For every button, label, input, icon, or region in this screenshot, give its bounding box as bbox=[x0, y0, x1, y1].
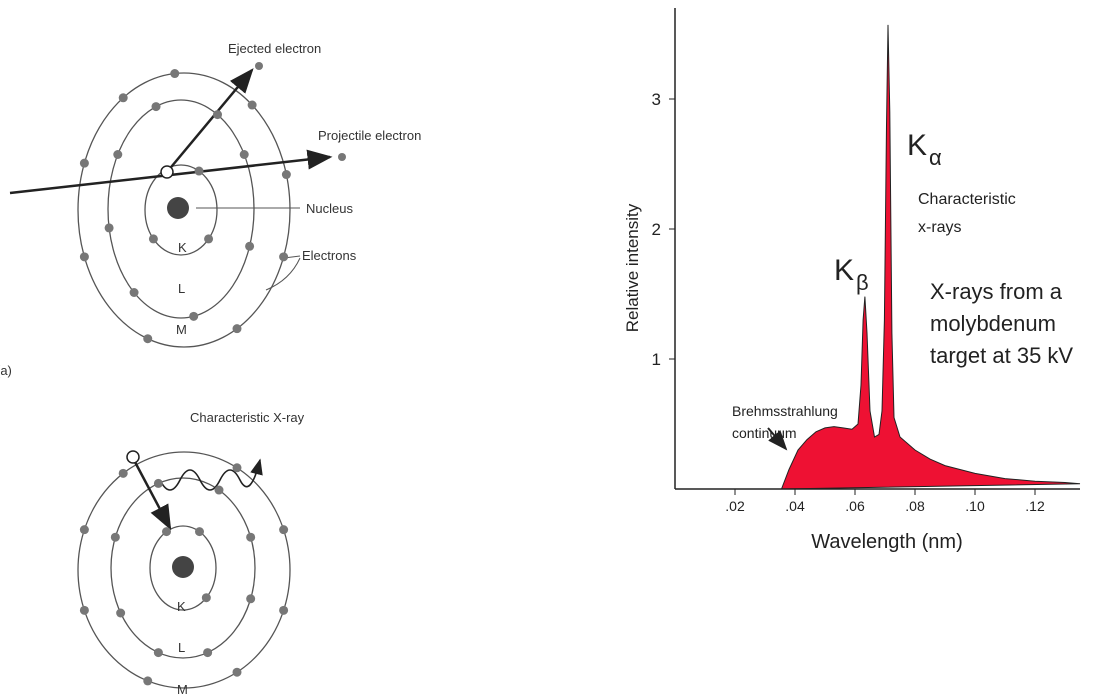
electron bbox=[338, 153, 346, 161]
shell-label: K bbox=[177, 599, 186, 614]
electron bbox=[255, 62, 263, 70]
shell-label: M bbox=[177, 682, 188, 697]
emission-diagram: Characteristic X-ray K L M bbox=[78, 410, 305, 697]
electron bbox=[170, 69, 179, 78]
electron bbox=[143, 334, 152, 343]
shell-label: M bbox=[176, 322, 187, 337]
electron bbox=[119, 469, 128, 478]
electron bbox=[105, 223, 114, 232]
electron bbox=[154, 648, 163, 657]
label: Nucleus bbox=[306, 201, 353, 216]
annotation: Characteristic bbox=[918, 191, 1016, 208]
annotation: target at 35 kV bbox=[930, 343, 1073, 368]
electron bbox=[203, 648, 212, 657]
electron bbox=[202, 593, 211, 602]
label: Ejected electron bbox=[228, 41, 321, 56]
annotation: molybdenum bbox=[930, 311, 1056, 336]
electron bbox=[204, 234, 213, 243]
electron bbox=[152, 102, 161, 111]
peak-label-subscript: β bbox=[856, 270, 869, 295]
electron bbox=[130, 288, 139, 297]
x-tick-label: .12 bbox=[1025, 498, 1045, 514]
page: Ejected electron Projectile electron Nuc… bbox=[0, 0, 1119, 698]
x-tick-label: .06 bbox=[845, 498, 865, 514]
electron bbox=[215, 486, 224, 495]
electron bbox=[119, 93, 128, 102]
electron bbox=[279, 525, 288, 534]
electron bbox=[111, 533, 120, 542]
electron bbox=[195, 527, 204, 536]
x-tick-label: .10 bbox=[965, 498, 985, 514]
electron bbox=[116, 609, 125, 618]
electron bbox=[246, 594, 255, 603]
electron bbox=[113, 150, 122, 159]
y-tick-label: 2 bbox=[652, 220, 661, 239]
shell-label: L bbox=[178, 640, 185, 655]
electron bbox=[245, 242, 254, 251]
electron bbox=[279, 606, 288, 615]
peak-label-subscript: α bbox=[929, 145, 942, 170]
vacancy bbox=[161, 166, 173, 178]
annotation: X-rays from a bbox=[930, 279, 1063, 304]
x-tick-label: .08 bbox=[905, 498, 925, 514]
shell-label: L bbox=[178, 281, 185, 296]
label: Characteristic X-ray bbox=[190, 410, 305, 425]
y-axis-title: Relative intensity bbox=[623, 203, 642, 332]
electron bbox=[162, 527, 171, 536]
electron bbox=[80, 606, 89, 615]
electron bbox=[233, 324, 242, 333]
peak-label: K bbox=[907, 129, 927, 162]
electron bbox=[143, 676, 152, 685]
peak-label: K bbox=[834, 254, 854, 287]
x-axis-title: Wavelength (nm) bbox=[811, 531, 963, 553]
electron bbox=[240, 150, 249, 159]
electron bbox=[80, 159, 89, 168]
annotation: continuum bbox=[732, 425, 797, 441]
electron bbox=[189, 312, 198, 321]
area bbox=[782, 25, 1081, 489]
shell-label: K bbox=[178, 240, 187, 255]
x-tick-label: .02 bbox=[725, 498, 745, 514]
spectrum-chart: .02 .04 .06 .08 .10 .12 1 2 3 Wavelength (nm) Rela… bbox=[623, 8, 1080, 553]
vacancy bbox=[127, 451, 139, 463]
electron bbox=[195, 167, 204, 176]
electron bbox=[248, 101, 257, 110]
annotation: x-rays bbox=[918, 219, 962, 236]
electron bbox=[279, 252, 288, 261]
panel-label: (a) bbox=[0, 363, 12, 378]
annotation: Brehmsstrahlung bbox=[732, 403, 838, 419]
y-tick-label: 1 bbox=[652, 350, 661, 369]
electron bbox=[154, 479, 163, 488]
label: Projectile electron bbox=[318, 128, 421, 143]
nucleus bbox=[167, 197, 189, 219]
y-tick-label: 3 bbox=[652, 90, 661, 109]
electron bbox=[149, 234, 158, 243]
electron bbox=[282, 170, 291, 179]
electron bbox=[233, 463, 242, 472]
electron bbox=[246, 533, 255, 542]
leader-line bbox=[266, 258, 300, 290]
xray-wave bbox=[160, 460, 260, 490]
x-tick-label: .04 bbox=[785, 498, 805, 514]
nucleus bbox=[172, 556, 194, 578]
label: Electrons bbox=[302, 248, 357, 263]
electron bbox=[80, 252, 89, 261]
electron bbox=[213, 110, 222, 119]
ionization-diagram: Ejected electron Projectile electron Nuc… bbox=[0, 41, 421, 378]
electron bbox=[233, 668, 242, 677]
ejection-path bbox=[167, 70, 252, 172]
electron bbox=[80, 525, 89, 534]
